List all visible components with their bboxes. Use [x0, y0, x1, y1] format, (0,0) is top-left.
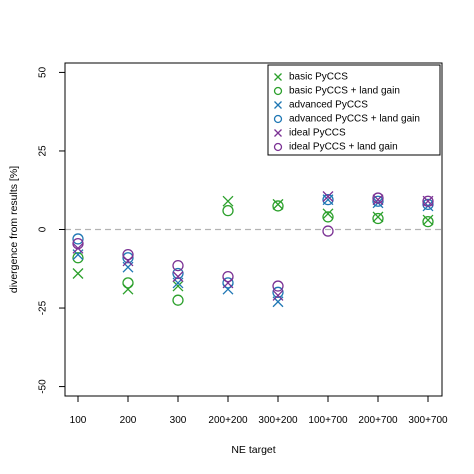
data-point-cross — [272, 290, 284, 301]
legend-marker — [274, 73, 282, 81]
legend-marker — [273, 142, 283, 152]
legend-entry-label: advanced PyCCS + land gain — [289, 114, 420, 125]
data-point-cross — [322, 191, 334, 202]
data-point-circle — [372, 195, 384, 207]
y-tick-label: 50 — [38, 66, 49, 78]
data-point-circle — [222, 277, 234, 289]
data-point-circle — [172, 259, 184, 272]
data-point-circle — [122, 252, 134, 264]
legend-marker — [273, 114, 283, 124]
data-point-circle — [72, 237, 84, 250]
legend-marker — [273, 86, 283, 96]
legend-entry-label: advanced PyCCS — [289, 100, 368, 111]
data-point-circle — [172, 267, 184, 280]
data-point-circle — [122, 248, 134, 261]
y-axis-label: divergence from results [%] — [8, 166, 20, 293]
legend-entry-label: ideal PyCCS — [289, 128, 346, 139]
data-point-circle — [272, 200, 284, 212]
data-point-circle — [72, 233, 84, 245]
data-point-circle — [272, 280, 284, 292]
data-point-circle — [322, 211, 334, 223]
x-axis-label: NE target — [231, 444, 275, 456]
data-point-cross — [172, 280, 184, 292]
data-point-cross — [172, 271, 184, 283]
data-point-circle — [172, 294, 184, 306]
data-point-circle — [422, 215, 434, 228]
data-point-cross — [272, 198, 284, 210]
x-tick-label: 200 — [120, 415, 137, 426]
y-tick-label: 0 — [38, 226, 49, 232]
legend-entry-label: basic PyCCS + land gain — [289, 86, 400, 97]
data-point-circle — [322, 225, 334, 237]
legend: basic PyCCS basic PyCCS + land gain advanc… — [267, 64, 441, 156]
data-point-cross — [72, 268, 84, 279]
marks-layer — [72, 191, 434, 308]
series-1 — [72, 200, 434, 306]
x-tick-label: 200+200 — [208, 415, 248, 426]
data-point-circle — [372, 212, 384, 225]
x-tick-label: 100 — [70, 415, 87, 426]
y-tick-label: -25 — [38, 300, 49, 315]
data-point-cross — [222, 195, 234, 207]
data-point-circle — [372, 192, 384, 204]
plot-frame — [64, 62, 443, 397]
y-tick-label: 25 — [38, 145, 49, 157]
data-point-circle — [222, 205, 234, 217]
data-point-cross — [422, 214, 434, 226]
y-tick-label: -50 — [38, 379, 49, 394]
x-tick-label: 300 — [170, 415, 187, 426]
series-5 — [72, 192, 434, 292]
data-point-circle — [222, 270, 234, 283]
legend-entry-label: ideal PyCCS + land gain — [289, 142, 398, 153]
data-point-circle — [122, 277, 134, 289]
data-point-cross — [372, 194, 384, 206]
legend-entry-label: basic PyCCS — [289, 72, 348, 83]
legend-box — [267, 64, 441, 156]
data-point-cross — [322, 208, 334, 220]
data-point-circle — [72, 252, 84, 264]
data-point-circle — [422, 195, 434, 207]
legend-marker — [274, 101, 282, 109]
x-tick-label: 200+700 — [358, 415, 398, 426]
series-4 — [72, 191, 434, 301]
x-tick-label: 300+200 — [258, 415, 298, 426]
data-point-cross — [372, 211, 384, 223]
series-3 — [72, 194, 434, 298]
legend-marker — [274, 129, 282, 137]
x-tick-label: 100+700 — [308, 415, 348, 426]
data-point-circle — [422, 198, 434, 211]
data-point-circle — [322, 194, 334, 206]
data-point-circle — [272, 286, 284, 298]
axis-layer: 50 25 0 -25 -50 100 200 300 200+200 300+200 100+70… — [38, 66, 448, 426]
x-tick-label: 300+700 — [408, 415, 448, 426]
